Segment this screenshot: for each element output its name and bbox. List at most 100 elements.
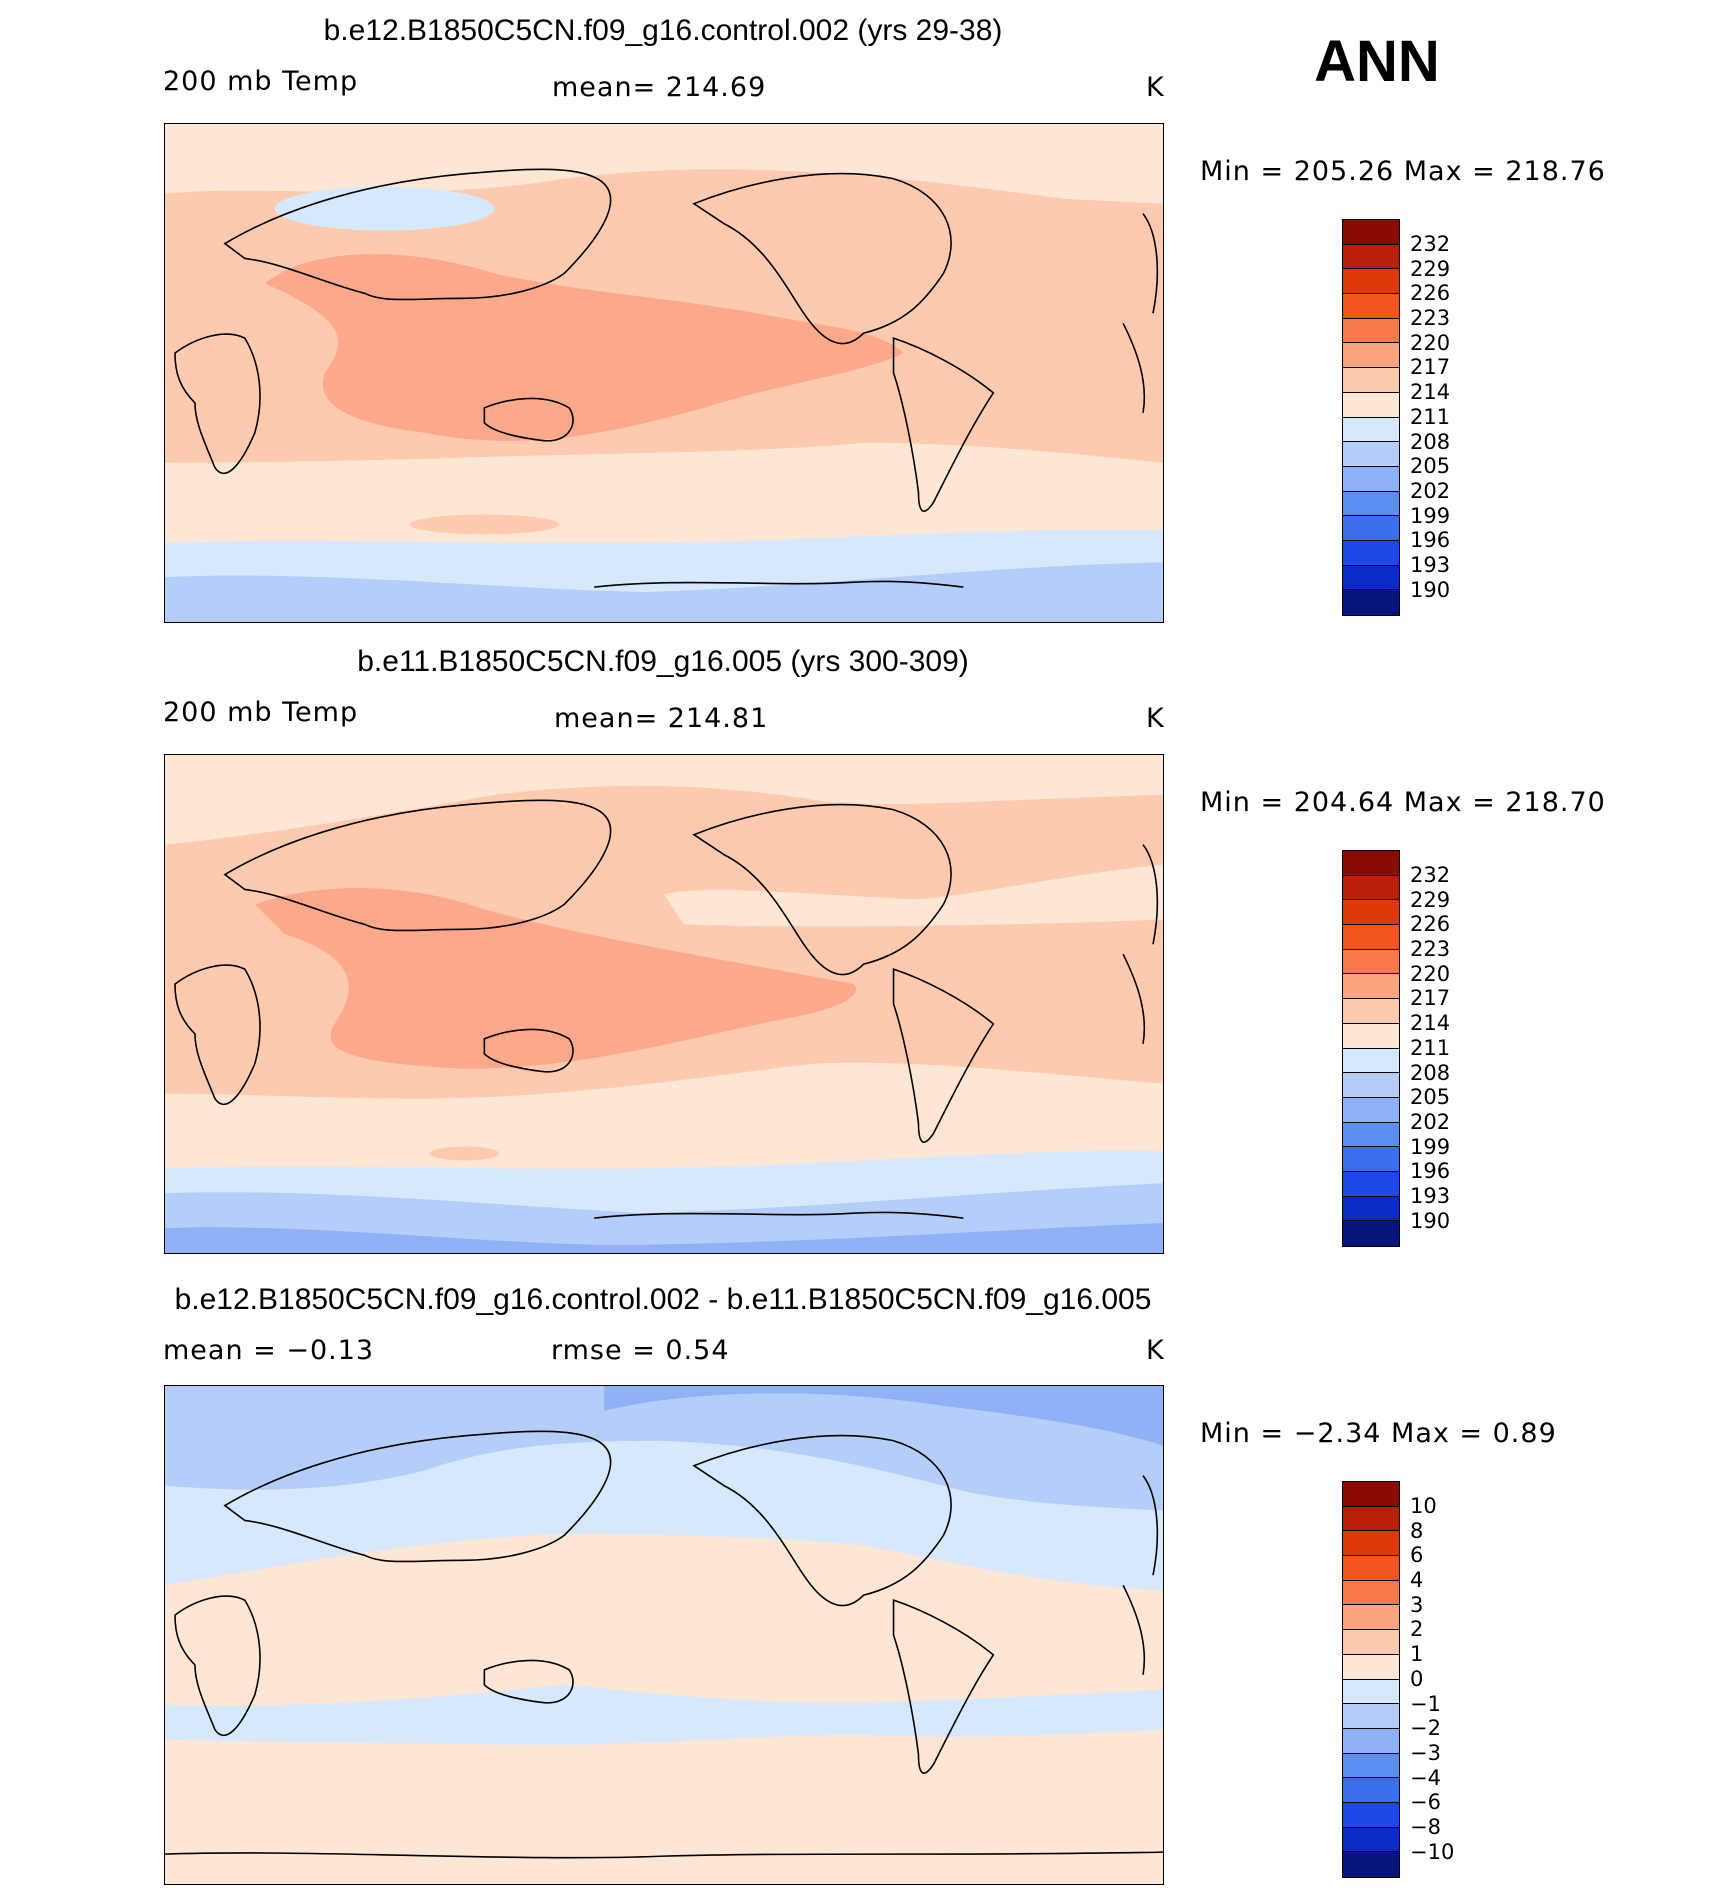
panel1-map-svg [165, 124, 1163, 622]
coastlines [174, 799, 1159, 1219]
cbar1-swatch-7 [1343, 392, 1399, 418]
cbar3-swatch-15 [1343, 1852, 1399, 1877]
band-217-220 [264, 254, 904, 441]
cbar3-label: −8 [1410, 1814, 1441, 1839]
cbar3-swatch-4 [1343, 1580, 1399, 1606]
panel1-map [164, 123, 1164, 623]
season-label: ANN [1314, 29, 1440, 94]
cbar3-swatch-1 [1343, 1506, 1399, 1532]
panel3-map-svg [165, 1386, 1163, 1884]
cbar1-swatch-10 [1343, 466, 1399, 492]
panel1-colorbar-labels: 232 229 226 223 220 217 214 211 208 205 … [1410, 232, 1450, 602]
band-diff-m1-0-south [165, 1684, 1163, 1745]
cbar2-swatch-7 [1343, 1023, 1399, 1049]
cbar1-label: 214 [1410, 380, 1451, 405]
cbar1-swatch-13 [1343, 540, 1399, 566]
cbar3-swatch-9 [1343, 1704, 1399, 1729]
cbar1-label: 229 [1410, 256, 1451, 281]
cbar2-label: 208 [1410, 1060, 1451, 1085]
band-diff-m2-m1-north [165, 1386, 1163, 1511]
cbar1-label: 220 [1410, 330, 1451, 355]
cbar1-swatch-3 [1343, 294, 1399, 319]
cbar2-swatch-6 [1343, 999, 1399, 1024]
panel1-units: K [1146, 72, 1165, 103]
cbar3-label: 8 [1410, 1518, 1424, 1543]
cbar2-label: 196 [1410, 1159, 1451, 1184]
cbar2-label: 193 [1410, 1183, 1451, 1208]
cbar2-label: 217 [1410, 986, 1451, 1011]
cbar2-swatch-4 [1343, 949, 1399, 975]
band-205-208-south [165, 562, 1163, 622]
cbar2-label: 223 [1410, 937, 1451, 962]
cbar2-swatch-15 [1343, 1221, 1399, 1246]
cbar1-label: 226 [1410, 281, 1451, 306]
band-217-220 [254, 888, 857, 1069]
coastlines [165, 1430, 1163, 1859]
cbar3-swatch-8 [1343, 1679, 1399, 1705]
cbar1-label: 202 [1410, 478, 1451, 503]
cbar1-label: 232 [1410, 232, 1451, 256]
cbar2-swatch-8 [1343, 1048, 1399, 1074]
panel3-colorbar [1342, 1481, 1400, 1878]
cbar3-label: 2 [1410, 1617, 1424, 1642]
band-214-217-south [409, 514, 560, 535]
cbar2-swatch-9 [1343, 1073, 1399, 1098]
cbar2-swatch-1 [1343, 875, 1399, 901]
cbar1-swatch-0 [1343, 220, 1399, 245]
cbar1-label: 211 [1410, 404, 1451, 429]
panel2-map-svg [165, 755, 1163, 1253]
cbar1-swatch-5 [1343, 343, 1399, 369]
panel1-minmax: Min = 205.26 Max = 218.76 [1200, 156, 1606, 187]
cbar1-label: 223 [1410, 306, 1451, 331]
cbar3-swatch-13 [1343, 1802, 1399, 1828]
band-208-211-north [274, 186, 495, 231]
cbar2-swatch-10 [1343, 1097, 1399, 1123]
cbar1-swatch-12 [1343, 516, 1399, 541]
cbar3-swatch-7 [1343, 1654, 1399, 1680]
cbar2-label: 232 [1410, 863, 1451, 887]
cbar2-swatch-13 [1343, 1171, 1399, 1197]
cbar3-label: −2 [1410, 1716, 1441, 1741]
cbar2-swatch-3 [1343, 925, 1399, 950]
cbar3-swatch-10 [1343, 1728, 1399, 1754]
panel3-rmse: rmse = 0.54 [551, 1335, 730, 1366]
cbar2-label: 190 [1410, 1208, 1451, 1233]
band-diff-m3-m2-north [604, 1386, 1163, 1446]
cbar1-label: 199 [1410, 503, 1451, 528]
cbar3-swatch-12 [1343, 1778, 1399, 1803]
panel2-units: K [1146, 703, 1165, 734]
cbar2-label: 202 [1410, 1109, 1451, 1134]
panel3-minmax: Min = −2.34 Max = 0.89 [1200, 1418, 1557, 1449]
cbar3-swatch-14 [1343, 1827, 1399, 1853]
cbar3-label: −3 [1410, 1740, 1441, 1765]
cbar2-label: 199 [1410, 1134, 1451, 1159]
cbar1-label: 205 [1410, 454, 1451, 479]
cbar2-label: 229 [1410, 887, 1451, 912]
cbar1-swatch-9 [1343, 442, 1399, 467]
cbar2-swatch-0 [1343, 851, 1399, 876]
cbar1-swatch-8 [1343, 417, 1399, 443]
cbar1-swatch-2 [1343, 269, 1399, 295]
cbar3-label: −4 [1410, 1765, 1441, 1790]
cbar2-swatch-11 [1343, 1122, 1399, 1148]
cbar1-swatch-14 [1343, 565, 1399, 591]
panel2-colorbar-labels: 232 229 226 223 220 217 214 211 208 205 … [1410, 863, 1450, 1233]
cbar3-swatch-5 [1343, 1605, 1399, 1631]
panel3-title: b.e12.B1850C5CN.f09_g16.control.002 - b.… [174, 1283, 1152, 1316]
cbar3-label: −6 [1410, 1790, 1441, 1815]
cbar3-swatch-3 [1343, 1556, 1399, 1581]
panel3-map [164, 1385, 1164, 1885]
panel1-title: b.e12.B1850C5CN.f09_g16.control.002 (yrs… [323, 14, 1003, 47]
panel1-colorbar [1342, 219, 1400, 616]
cbar3-label: 10 [1410, 1494, 1437, 1518]
panel2-colorbar [1342, 850, 1400, 1247]
cbar2-label: 205 [1410, 1085, 1451, 1110]
cbar1-swatch-1 [1343, 244, 1399, 270]
cbar3-label: 4 [1410, 1568, 1424, 1593]
cbar2-swatch-14 [1343, 1196, 1399, 1222]
panel1-mean: mean= 214.69 [552, 72, 767, 103]
panel2-minmax: Min = 204.64 Max = 218.70 [1200, 787, 1606, 818]
coastlines [174, 168, 1159, 588]
panel1-variable: 200 mb Temp [163, 66, 359, 97]
cbar1-swatch-11 [1343, 491, 1399, 517]
